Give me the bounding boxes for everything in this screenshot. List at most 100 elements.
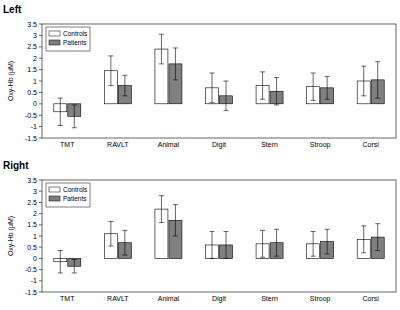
- error-cap: [325, 229, 330, 230]
- y-tick: [39, 46, 42, 47]
- error-bar: [210, 232, 215, 259]
- y-tick: [39, 103, 42, 104]
- y-tick-label: 1: [33, 233, 37, 240]
- figure: LeftOxy-Hb (μM)-1.5-1-0.500.511.522.533.…: [0, 0, 400, 310]
- error-bar: [58, 251, 63, 273]
- y-tick-label: -0.5: [25, 266, 37, 273]
- error-bar: [108, 221, 113, 246]
- error-cap: [274, 77, 279, 78]
- error-stem: [276, 229, 277, 256]
- y-tick: [39, 115, 42, 116]
- error-cap: [325, 99, 330, 100]
- error-stem: [212, 232, 213, 259]
- error-cap: [108, 246, 113, 247]
- error-cap: [210, 73, 215, 74]
- legend-box: [46, 27, 90, 51]
- error-stem: [377, 62, 378, 98]
- legend-swatch: [49, 196, 60, 201]
- y-tick-label: 1.5: [27, 66, 37, 73]
- error-stem: [212, 73, 213, 103]
- error-cap: [274, 229, 279, 230]
- error-stem: [262, 72, 263, 99]
- y-tick-label: 2.5: [27, 199, 37, 206]
- y-tick: [39, 224, 42, 225]
- error-cap: [224, 231, 229, 232]
- y-tick-label: 0: [33, 100, 37, 107]
- error-cap: [260, 99, 265, 100]
- error-bar: [260, 230, 265, 257]
- error-cap: [173, 204, 178, 205]
- legend-swatch: [49, 187, 60, 192]
- error-cap: [210, 102, 215, 103]
- error-cap: [311, 256, 316, 257]
- error-bar: [159, 34, 164, 64]
- error-stem: [175, 48, 176, 80]
- error-bar: [361, 66, 366, 96]
- y-tick-label: 2: [33, 55, 37, 62]
- error-cap: [159, 34, 164, 35]
- error-cap: [108, 55, 113, 56]
- error-cap: [122, 95, 127, 96]
- error-cap: [108, 221, 113, 222]
- error-bar: [224, 81, 229, 111]
- x-tick-label: Digit: [212, 141, 226, 149]
- error-cap: [72, 259, 77, 260]
- error-stem: [60, 98, 61, 125]
- x-tick-label: Stroop: [310, 295, 331, 303]
- y-tick-label: 2.5: [27, 43, 37, 50]
- error-cap: [361, 225, 366, 226]
- error-bar: [122, 230, 127, 255]
- y-tick: [39, 202, 42, 203]
- x-tick-label: Digit: [212, 295, 226, 303]
- error-stem: [124, 75, 125, 96]
- plot-frame: [42, 180, 396, 292]
- y-tick: [39, 81, 42, 82]
- legend-swatch: [49, 31, 60, 36]
- y-tick: [39, 191, 42, 192]
- error-stem: [327, 76, 328, 99]
- error-cap: [122, 230, 127, 231]
- error-stem: [377, 224, 378, 251]
- x-tick-label: Animal: [158, 295, 180, 302]
- legend: Controls Patients: [46, 27, 90, 51]
- y-tick-label: -0.5: [25, 112, 37, 119]
- error-stem: [226, 232, 227, 259]
- error-cap: [224, 110, 229, 111]
- legend: ControlsPatients: [46, 183, 90, 207]
- error-stem: [74, 105, 75, 128]
- error-cap: [72, 127, 77, 128]
- error-bar: [325, 76, 330, 99]
- panel: RightOxy-Hb (μM)-1.5-1-0.500.511.522.533…: [3, 160, 396, 303]
- legend-label: Patients: [63, 39, 87, 46]
- y-tick: [39, 292, 42, 293]
- error-cap: [122, 75, 127, 76]
- y-tick: [39, 24, 42, 25]
- legend-label: Controls: [63, 30, 88, 37]
- error-cap: [260, 257, 265, 258]
- y-tick: [39, 138, 42, 139]
- error-bar: [173, 48, 178, 80]
- y-axis-label: Oxy-Hb (μM): [7, 61, 15, 101]
- error-bar: [210, 73, 215, 103]
- error-cap: [325, 76, 330, 77]
- x-tick-label: RAVLT: [107, 141, 129, 148]
- y-tick: [39, 280, 42, 281]
- error-cap: [173, 47, 178, 48]
- error-bar: [311, 232, 316, 257]
- x-tick-label: Corsi: [363, 295, 380, 302]
- legend-swatch: [49, 40, 60, 45]
- error-cap: [375, 98, 380, 99]
- error-stem: [363, 226, 364, 253]
- x-tick-label: Animal: [158, 141, 180, 148]
- error-stem: [110, 221, 111, 246]
- y-tick-label: -1: [31, 277, 37, 284]
- error-stem: [161, 34, 162, 64]
- error-stem: [313, 232, 314, 257]
- error-stem: [74, 260, 75, 273]
- y-tick-label: 1.5: [27, 221, 37, 228]
- y-tick: [39, 258, 42, 259]
- error-stem: [60, 251, 61, 273]
- error-cap: [274, 104, 279, 105]
- y-tick: [39, 126, 42, 127]
- error-bar: [108, 56, 113, 86]
